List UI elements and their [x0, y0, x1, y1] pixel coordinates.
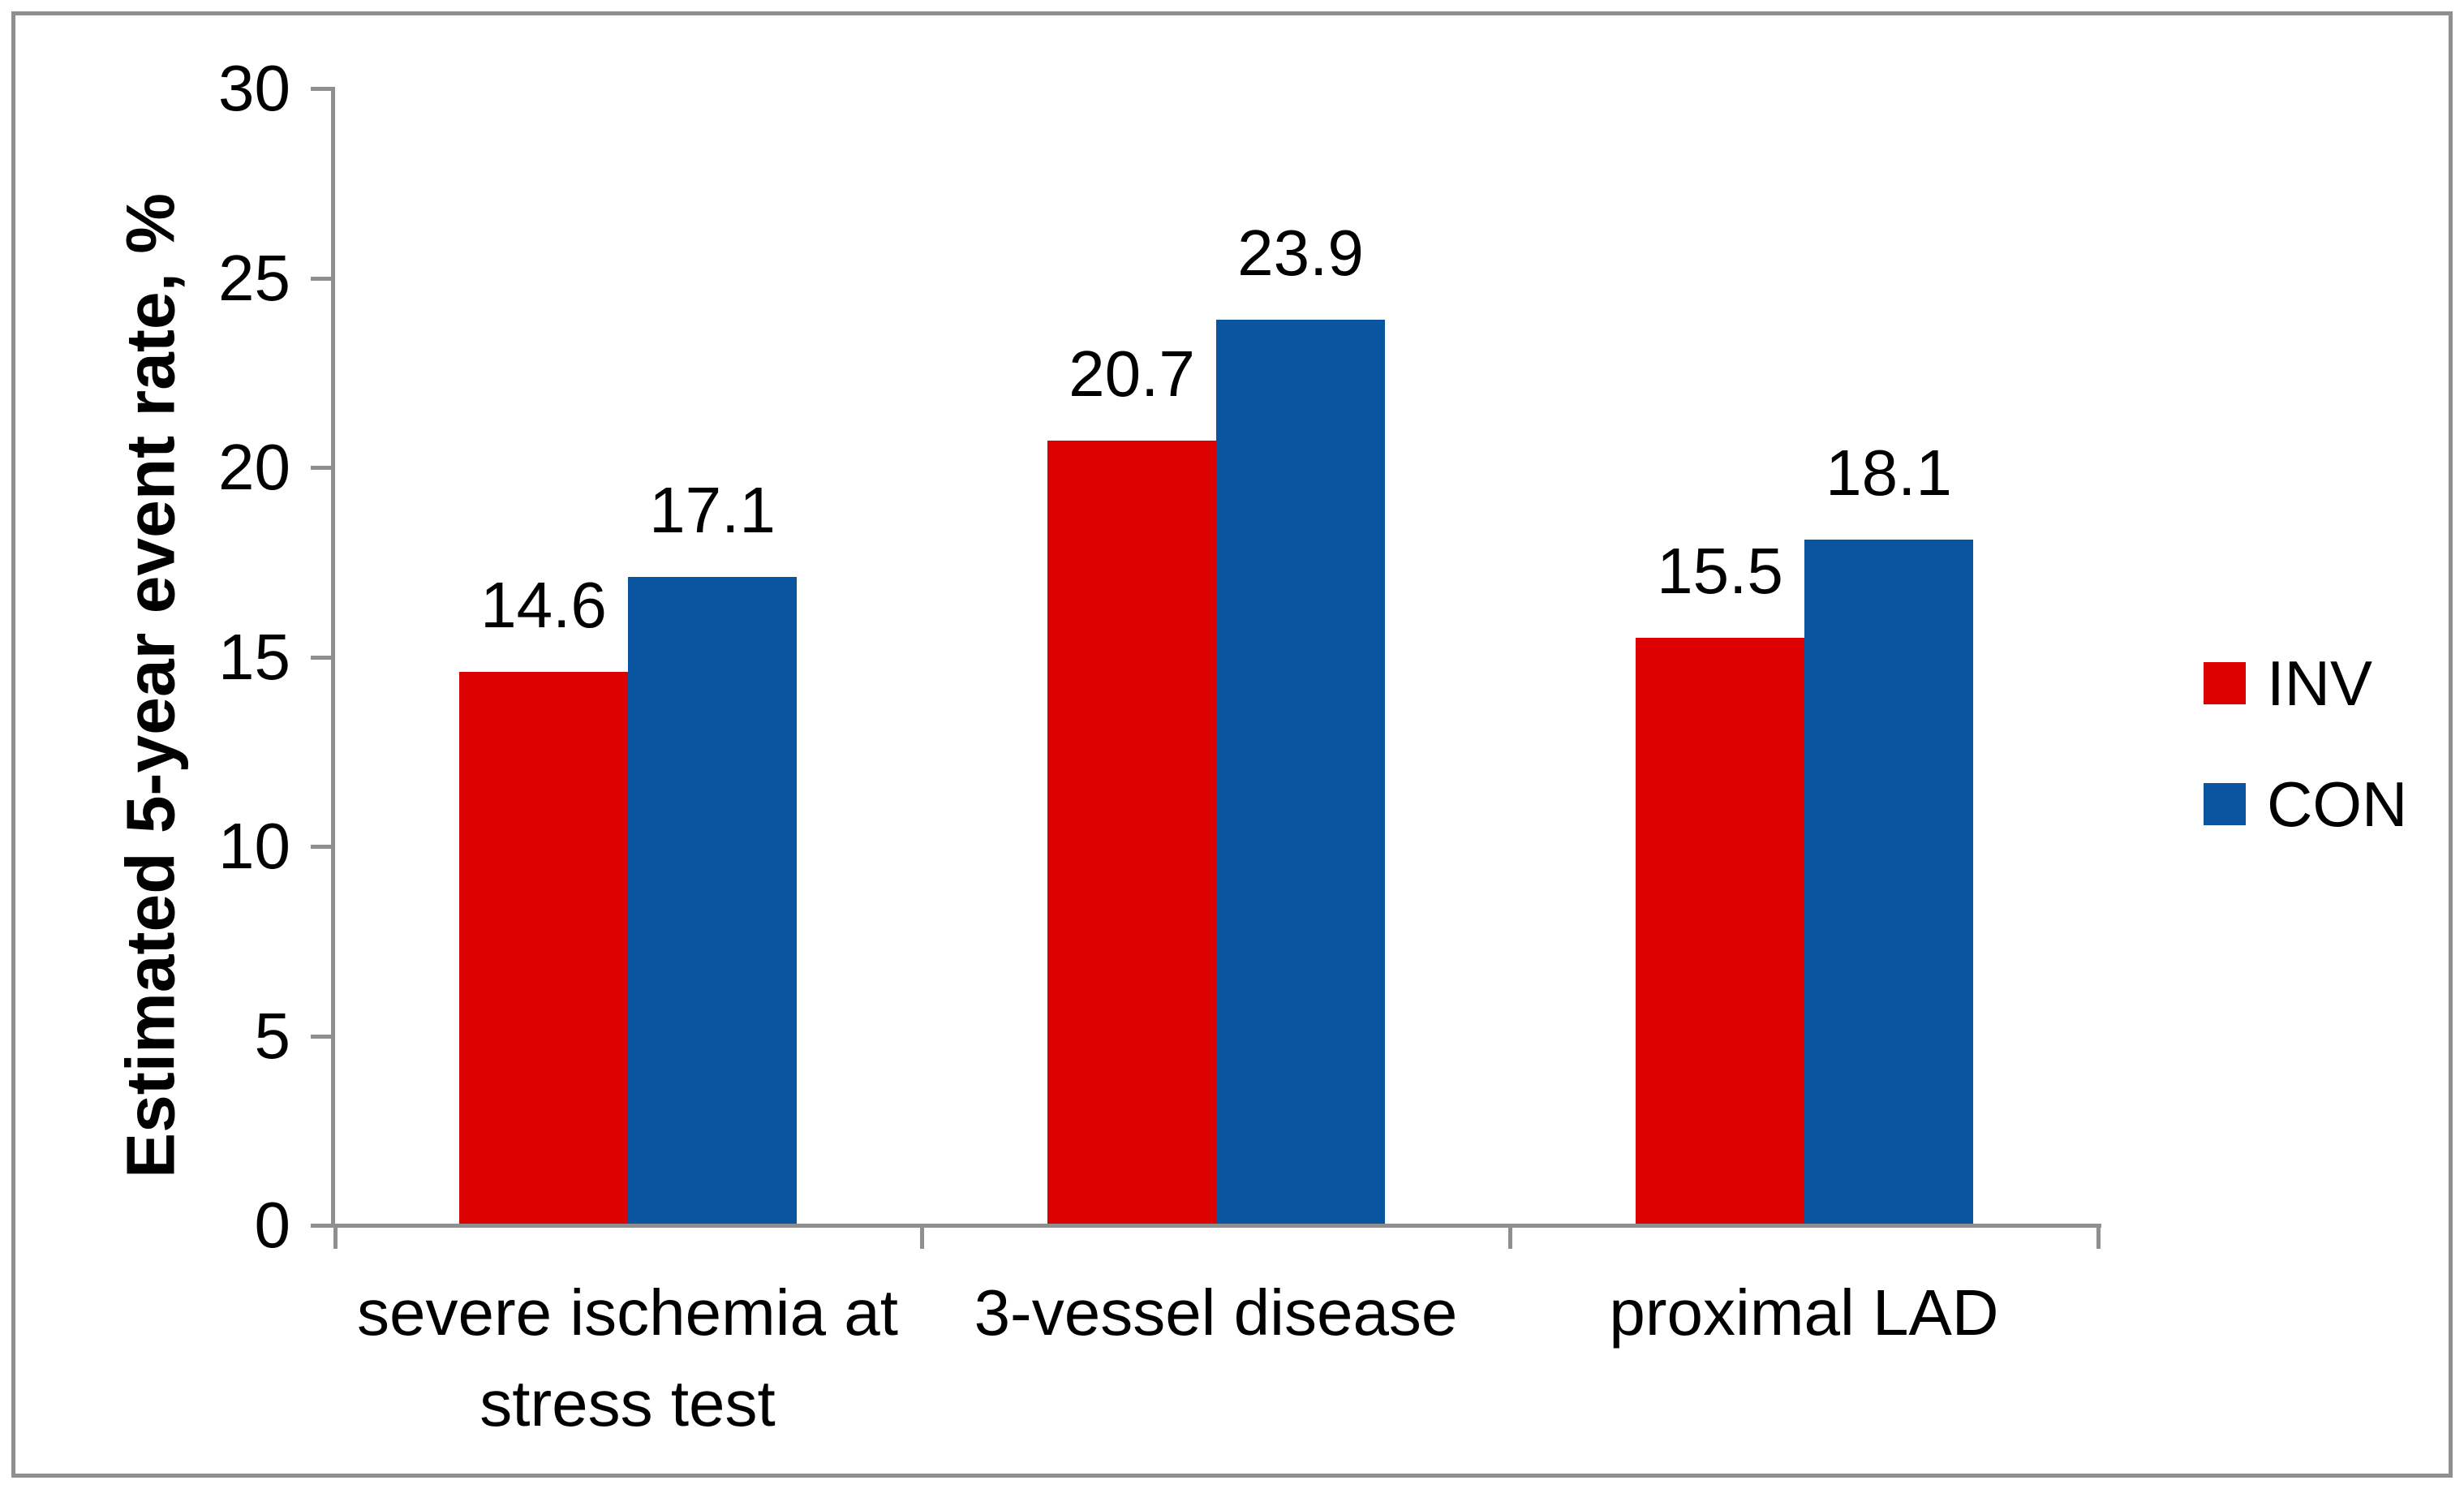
category-label-2: 3-vessel disease [974, 1276, 1458, 1349]
legend-item-inv: INV [2204, 649, 2407, 717]
x-tick-mark [333, 1228, 338, 1249]
legend-item-con: CON [2204, 770, 2407, 838]
y-tick-label-30: 30 [218, 52, 290, 124]
bar-inv-2 [1047, 441, 1216, 1225]
bar-inv-3 [1636, 638, 1804, 1225]
category-label-3: proximal LAD [1609, 1276, 1999, 1349]
bar-value-label-inv-3: 15.5 [1657, 535, 1783, 607]
bar-con-2 [1216, 320, 1385, 1225]
y-tick-mark-30 [311, 87, 333, 91]
y-tick-label-25: 25 [218, 241, 290, 314]
legend: INV CON [2204, 649, 2407, 891]
x-tick-mark [920, 1228, 924, 1249]
y-tick-mark-0 [311, 1224, 333, 1228]
y-tick-mark-25 [311, 276, 333, 281]
x-axis-line [331, 1224, 2101, 1228]
y-tick-label-5: 5 [254, 999, 291, 1072]
bar-value-label-inv-2: 20.7 [1069, 338, 1195, 410]
bar-value-label-con-3: 18.1 [1825, 437, 1952, 509]
bar-con-1 [628, 577, 797, 1225]
x-tick-mark [1508, 1228, 1512, 1249]
bar-inv-1 [459, 672, 628, 1225]
category-label-1: severe ischemia at stress test [357, 1276, 898, 1440]
y-tick-label-15: 15 [218, 620, 290, 693]
y-tick-mark-5 [311, 1034, 333, 1039]
y-tick-mark-15 [311, 655, 333, 660]
bar-con-3 [1804, 540, 1973, 1225]
y-tick-label-0: 0 [254, 1189, 291, 1261]
bar-value-label-con-1: 17.1 [649, 474, 776, 546]
legend-label-con: CON [2267, 768, 2408, 840]
legend-swatch-con [2204, 783, 2246, 825]
y-tick-label-10: 10 [218, 810, 290, 882]
legend-swatch-inv [2204, 662, 2246, 704]
bar-value-label-inv-1: 14.6 [480, 569, 607, 641]
x-tick-mark [2096, 1228, 2101, 1249]
bar-value-label-con-2: 23.9 [1237, 217, 1364, 289]
y-tick-mark-10 [311, 845, 333, 849]
y-tick-label-20: 20 [218, 431, 290, 503]
legend-label-inv: INV [2267, 648, 2373, 719]
y-tick-mark-20 [311, 466, 333, 470]
chart-border-frame [11, 11, 2453, 1478]
